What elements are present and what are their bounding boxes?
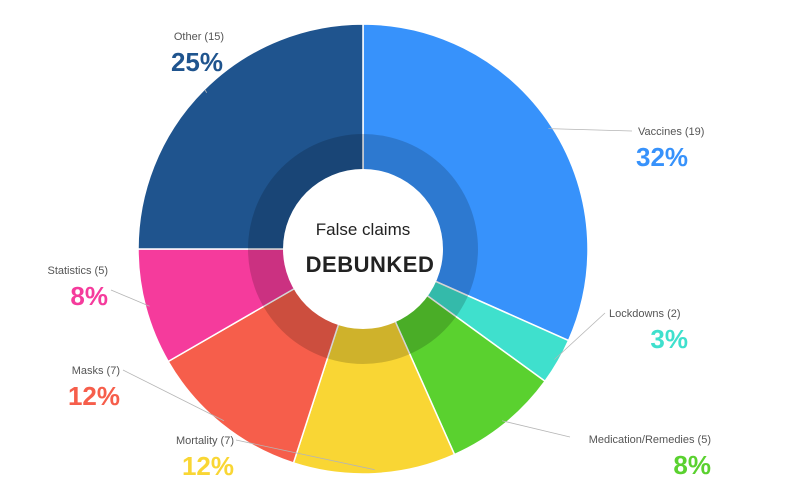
center-disc xyxy=(283,169,443,329)
center-subtitle: DEBUNKED xyxy=(306,252,435,277)
leader-line xyxy=(554,312,606,360)
leader-line xyxy=(501,420,571,438)
slice-label-percent: 8% xyxy=(70,281,108,311)
slice-mortality[interactable] xyxy=(292,246,456,475)
slice-label-percent: 32% xyxy=(636,142,688,172)
slice-label-percent: 12% xyxy=(182,451,234,481)
slice-label-percent: 3% xyxy=(650,324,688,354)
slice-label-name: Medication/Remedies (5) xyxy=(589,434,711,446)
slice-label-percent: 8% xyxy=(673,450,711,480)
leader-line xyxy=(110,289,150,307)
slice-label-name: Statistics (5) xyxy=(47,265,108,277)
slice-label-name: Other (15) xyxy=(174,31,224,43)
slice-label-percent: 25% xyxy=(171,47,223,77)
slice-label-name: Masks (7) xyxy=(72,365,120,377)
slice-label-name: Lockdowns (2) xyxy=(609,308,681,320)
leader-line xyxy=(122,369,225,422)
slice-label-name: Vaccines (19) xyxy=(638,126,704,138)
leader-line xyxy=(204,89,208,93)
slice-label-name: Mortality (7) xyxy=(176,435,234,447)
center-title: False claims xyxy=(316,220,410,239)
slice-label-percent: 12% xyxy=(68,381,120,411)
leader-line xyxy=(548,128,633,132)
slice-labels: Vaccines (19) 32% Lockdowns (2) 3% Medicatio… xyxy=(47,31,711,481)
leader-line xyxy=(235,439,375,471)
leader-lines xyxy=(110,89,633,471)
